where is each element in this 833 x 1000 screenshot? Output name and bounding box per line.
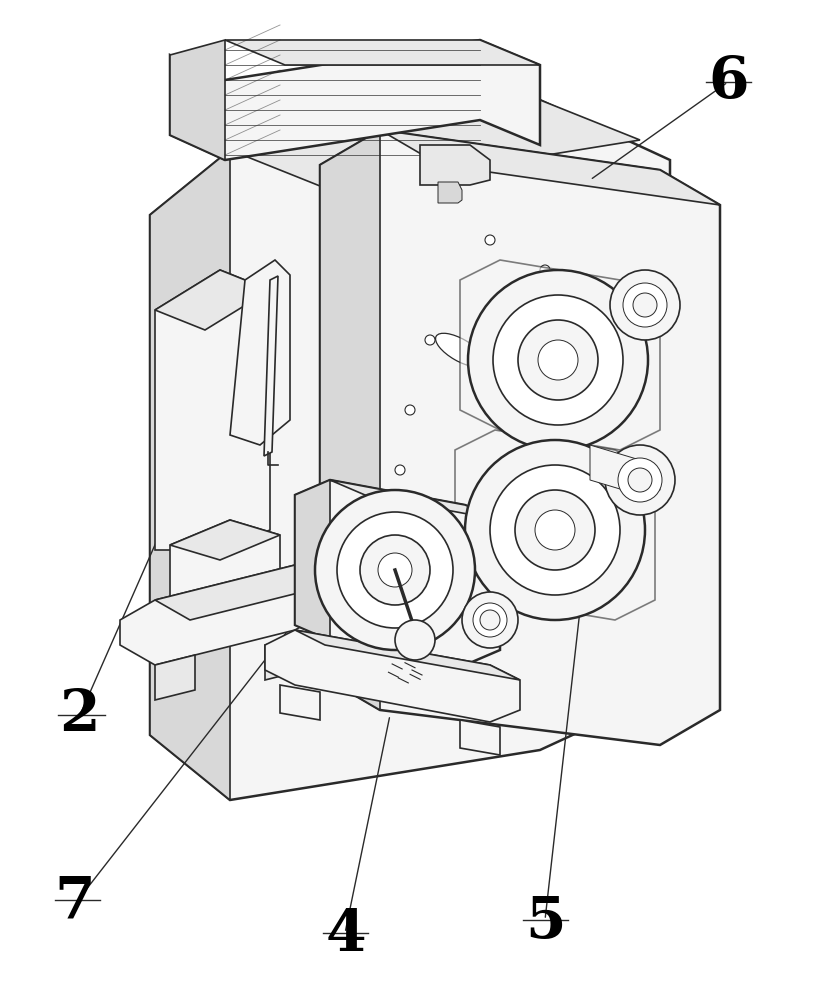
Text: 4: 4 <box>326 907 366 963</box>
Circle shape <box>618 458 662 502</box>
Polygon shape <box>170 40 540 160</box>
Ellipse shape <box>540 265 550 275</box>
Polygon shape <box>155 655 195 700</box>
Polygon shape <box>295 480 330 640</box>
Ellipse shape <box>436 333 485 367</box>
Circle shape <box>490 465 620 595</box>
Polygon shape <box>455 430 655 620</box>
Text: 6: 6 <box>709 54 749 110</box>
Circle shape <box>462 592 518 648</box>
Polygon shape <box>280 685 320 720</box>
Polygon shape <box>155 565 330 620</box>
Polygon shape <box>420 145 490 185</box>
Circle shape <box>633 293 657 317</box>
Ellipse shape <box>485 235 495 245</box>
Circle shape <box>315 490 475 650</box>
Circle shape <box>360 535 430 605</box>
Ellipse shape <box>375 565 385 575</box>
Polygon shape <box>460 260 660 450</box>
Circle shape <box>518 320 598 400</box>
Text: 2: 2 <box>59 687 99 743</box>
Polygon shape <box>295 480 500 665</box>
Circle shape <box>515 490 595 570</box>
Polygon shape <box>265 630 520 722</box>
Polygon shape <box>264 276 278 456</box>
Ellipse shape <box>355 665 365 675</box>
Ellipse shape <box>395 465 405 475</box>
Polygon shape <box>230 100 640 190</box>
Polygon shape <box>170 520 280 605</box>
Circle shape <box>465 440 645 620</box>
Circle shape <box>605 445 675 515</box>
Circle shape <box>468 270 648 450</box>
Polygon shape <box>438 182 462 203</box>
Circle shape <box>473 603 507 637</box>
Polygon shape <box>225 40 540 65</box>
Circle shape <box>628 468 652 492</box>
Polygon shape <box>170 520 280 560</box>
Polygon shape <box>460 720 500 755</box>
Polygon shape <box>320 130 380 710</box>
Polygon shape <box>155 270 270 550</box>
Circle shape <box>538 340 578 380</box>
Circle shape <box>623 283 667 327</box>
Ellipse shape <box>425 335 435 345</box>
Ellipse shape <box>360 610 370 620</box>
Ellipse shape <box>410 685 420 695</box>
Polygon shape <box>590 445 660 495</box>
Circle shape <box>480 610 500 630</box>
Polygon shape <box>170 40 225 160</box>
Polygon shape <box>265 635 305 680</box>
Polygon shape <box>155 270 270 330</box>
Text: 5: 5 <box>526 894 566 950</box>
Polygon shape <box>380 130 720 205</box>
Circle shape <box>610 270 680 340</box>
Circle shape <box>395 620 435 660</box>
Polygon shape <box>120 565 330 665</box>
Ellipse shape <box>405 405 415 415</box>
Polygon shape <box>150 150 230 800</box>
Circle shape <box>378 553 412 587</box>
Circle shape <box>337 512 453 628</box>
Polygon shape <box>150 100 670 800</box>
Polygon shape <box>295 630 520 680</box>
Text: 7: 7 <box>55 874 95 930</box>
Ellipse shape <box>385 510 395 520</box>
Polygon shape <box>320 130 720 745</box>
Polygon shape <box>230 260 290 445</box>
Polygon shape <box>330 480 500 520</box>
Circle shape <box>493 295 623 425</box>
Circle shape <box>535 510 575 550</box>
